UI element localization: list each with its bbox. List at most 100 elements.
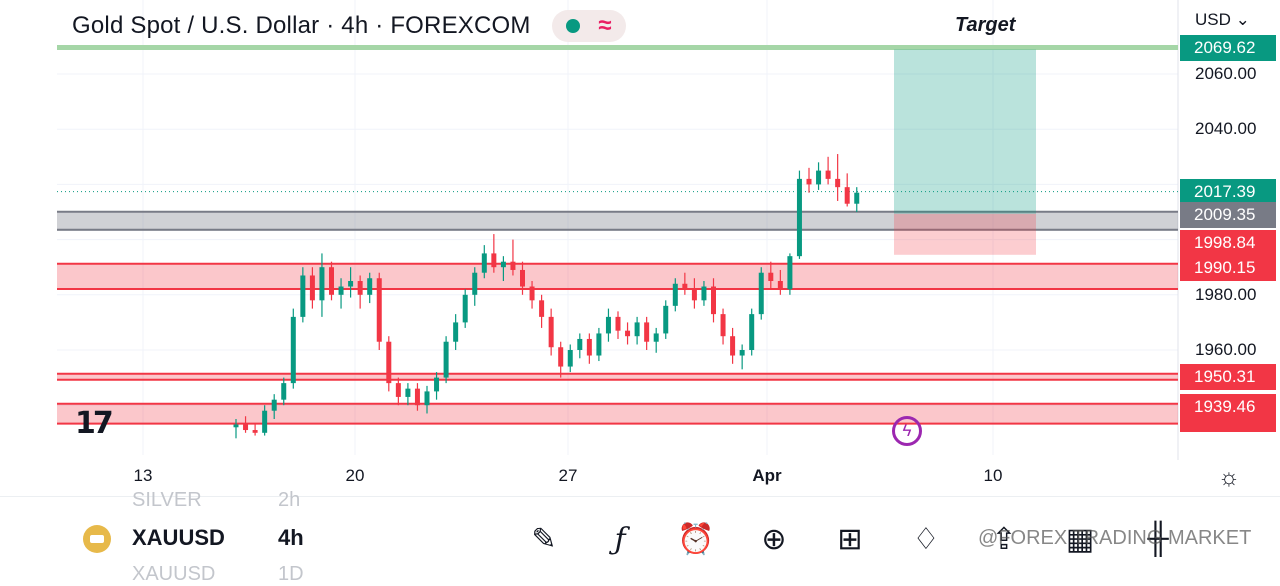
prev-interval[interactable]: 2h: [278, 489, 301, 511]
candle-body: [367, 278, 373, 295]
candle-body: [348, 281, 354, 287]
candle-body: [481, 253, 487, 273]
candle-body: [596, 333, 602, 356]
calendar-icon[interactable]: ▦: [1065, 522, 1095, 556]
candle-body: [510, 261, 516, 270]
candle-body: [472, 272, 478, 295]
candle-body: [615, 316, 621, 331]
settings-gear-icon[interactable]: ☼: [1218, 464, 1240, 491]
entry-price-tag: 2009.35: [1180, 202, 1276, 228]
support-zone: [57, 373, 1178, 380]
target-price-tag: 2069.62: [1180, 35, 1276, 61]
candle-body: [300, 275, 306, 317]
candle-body: [796, 178, 802, 257]
candle-body: [586, 338, 592, 356]
candle-body: [548, 316, 554, 348]
candle-body: [434, 377, 440, 392]
pen-icon[interactable]: ✎: [531, 522, 557, 556]
next-interval[interactable]: 1D: [278, 563, 304, 585]
function-icon[interactable]: ƒ: [614, 521, 626, 557]
candle-body: [329, 267, 334, 295]
chart-title[interactable]: Gold Spot / U.S. Dollar · 4h · FOREXCOM: [72, 12, 531, 39]
time-tick: 27: [558, 466, 578, 485]
alarm-add-icon[interactable]: ⏰: [677, 522, 715, 556]
zone-price-tag: 1939.46: [1180, 394, 1276, 432]
candle-body: [730, 336, 736, 356]
candle-body: [625, 330, 631, 337]
candle-body: [634, 322, 640, 337]
candle-body: [539, 300, 545, 317]
candle-body: [701, 286, 707, 301]
candle-body: [558, 347, 564, 367]
lightning-event-icon[interactable]: ϟ: [892, 416, 922, 446]
candle-body: [739, 350, 745, 356]
time-tick: 20: [345, 466, 365, 485]
candle-body: [806, 178, 812, 185]
candle-body: [672, 283, 678, 306]
candle-body: [424, 391, 430, 406]
candle-body: [768, 272, 774, 281]
price-tick: 2060.00: [1195, 64, 1257, 83]
price-chart[interactable]: [0, 0, 1280, 460]
stop-zone: [894, 213, 1036, 255]
price-tick: 1980.00: [1195, 285, 1257, 304]
candle-body: [577, 338, 583, 350]
candle-body: [682, 283, 688, 290]
prev-symbol[interactable]: SILVER: [132, 489, 202, 511]
candle-body: [816, 170, 822, 185]
candle-body: [462, 294, 468, 323]
lightbulb-icon[interactable]: ♢: [912, 522, 940, 556]
interval-label[interactable]: 4h: [278, 525, 304, 550]
candle-body: [825, 170, 831, 179]
watermark: @FOREX TRADING MARKET: [978, 527, 1252, 549]
candles-icon[interactable]: ╫: [1147, 522, 1169, 555]
chevron-down-icon: ⌄: [1235, 10, 1250, 29]
candle-body: [338, 286, 344, 295]
target-label: Target: [955, 14, 1016, 36]
candle-body: [529, 286, 535, 301]
share-icon[interactable]: ⇪: [991, 522, 1017, 556]
bottom-symbol-bar: SILVER 2h XAUUSD 4h XAUUSD 1D ✎ ƒ ⏰ ⊕ ⊞ …: [0, 489, 1280, 585]
market-status-pill[interactable]: ≈: [552, 10, 626, 42]
price-tick: 2040.00: [1195, 119, 1257, 138]
candle-body: [357, 281, 363, 295]
chart-area[interactable]: Gold Spot / U.S. Dollar · 4h · FOREXCOM …: [0, 0, 1280, 491]
candle-body: [777, 281, 783, 290]
profit-zone: [894, 49, 1036, 214]
candle-body: [262, 410, 268, 433]
candle-body: [405, 388, 411, 397]
currency-label: USD: [1195, 10, 1231, 29]
grid-icon[interactable]: ⊞: [837, 522, 863, 556]
gold-coin-icon: [83, 525, 111, 553]
data-delay-icon: ≈: [598, 12, 612, 39]
candle-body: [414, 388, 420, 406]
candle-body: [243, 424, 249, 431]
tradingview-logo-icon: 17: [75, 406, 114, 441]
time-tick: Apr: [752, 466, 782, 485]
symbol-label[interactable]: XAUUSD: [132, 525, 225, 550]
candle-body: [376, 278, 382, 342]
candle-body: [567, 350, 573, 367]
candle-body: [844, 187, 850, 204]
stop-price-tag: 1998.84: [1180, 230, 1276, 256]
next-symbol[interactable]: XAUUSD: [132, 563, 216, 585]
candle-body: [663, 305, 669, 334]
time-tick: 10: [983, 466, 1003, 485]
candle-body: [854, 192, 860, 204]
candle-body: [749, 314, 755, 350]
candle-body: [386, 341, 392, 384]
support-zone: [57, 403, 1178, 424]
price-tick: 1960.00: [1195, 340, 1257, 359]
candle-body: [653, 333, 659, 342]
candle-body: [691, 289, 697, 301]
candle-body: [252, 430, 258, 433]
candle-body: [233, 424, 239, 428]
candle-body: [309, 275, 315, 301]
time-tick: 13: [133, 466, 153, 485]
candle-body: [271, 399, 277, 411]
candle-body: [443, 341, 449, 378]
candle-body: [758, 272, 764, 315]
candle-body: [605, 316, 611, 334]
currency-selector[interactable]: USD ⌄: [1195, 10, 1250, 30]
plus-circle-icon[interactable]: ⊕: [761, 522, 787, 556]
